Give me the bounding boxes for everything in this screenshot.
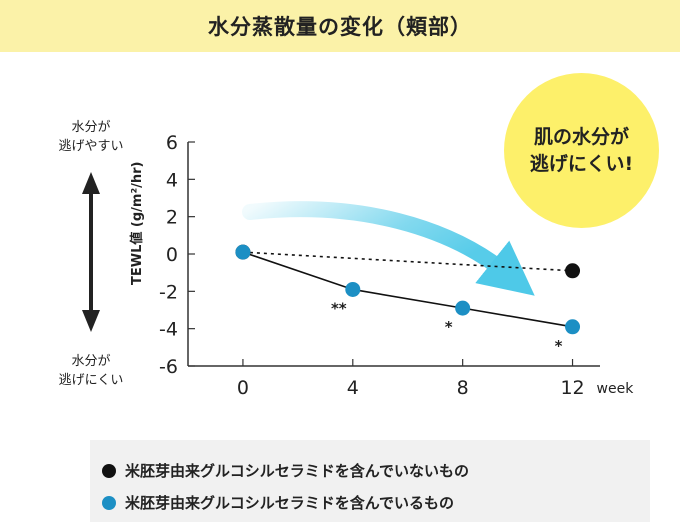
y-axis-label: TEWL値 (g/m²/hr) bbox=[129, 162, 145, 286]
title-bar: 水分蒸散量の変化（頬部） bbox=[0, 0, 680, 52]
legend-item-treated: 米胚芽由来グルコシルセラミドを含んでいるもの bbox=[102, 492, 454, 513]
significance-marker: * bbox=[555, 337, 563, 355]
data-point bbox=[565, 319, 581, 335]
x-tick-label: 8 bbox=[457, 377, 469, 399]
side-label-top: 水分が 逃げやすい bbox=[46, 118, 136, 156]
data-point bbox=[455, 300, 471, 316]
y-tick-label: -2 bbox=[159, 281, 178, 303]
data-point bbox=[565, 263, 581, 279]
y-tick-label: 0 bbox=[166, 244, 178, 266]
trend-arrow-icon bbox=[242, 201, 535, 296]
x-tick-label: 4 bbox=[347, 377, 359, 399]
legend-label-treated: 米胚芽由来グルコシルセラミドを含んでいるもの bbox=[125, 494, 454, 512]
legend-marker-treated bbox=[102, 495, 116, 510]
x-tick-label: 12 bbox=[560, 377, 584, 399]
series-line-1 bbox=[242, 251, 573, 328]
y-tick-label: 4 bbox=[166, 169, 178, 191]
side-label-top-line-1: 水分が bbox=[71, 120, 111, 135]
badge-line-1: 肌の水分が bbox=[533, 125, 629, 148]
badge-line-2: 逃げにくい! bbox=[529, 152, 634, 175]
data-point bbox=[235, 244, 251, 260]
side-label-bottom-line-2: 逃げにくい bbox=[58, 373, 124, 388]
y-tick-label: 6 bbox=[166, 132, 178, 154]
legend-marker-control bbox=[102, 463, 116, 478]
page-title: 水分蒸散量の変化（頬部） bbox=[208, 15, 472, 39]
side-label-top-line-2: 逃げやすい bbox=[58, 139, 124, 154]
legend: 米胚芽由来グルコシルセラミドを含んでいないもの 米胚芽由来グルコシルセラミドを含… bbox=[90, 440, 650, 522]
side-label-bottom: 水分が 逃げにくい bbox=[46, 352, 136, 390]
series-line-0 bbox=[242, 251, 573, 272]
legend-label-control: 米胚芽由来グルコシルセラミドを含んでいないもの bbox=[125, 462, 469, 480]
y-tick-label: 2 bbox=[166, 207, 178, 229]
arrow-up-head-icon bbox=[82, 172, 100, 194]
x-axis-unit: week bbox=[597, 381, 635, 397]
arrow-down-head-icon bbox=[82, 310, 100, 332]
side-label-bottom-line-1: 水分が bbox=[71, 354, 111, 369]
highlight-badge: 肌の水分が 逃げにくい! bbox=[504, 73, 659, 228]
significance-marker: ** bbox=[331, 299, 347, 317]
y-tick-label: -4 bbox=[159, 319, 178, 341]
significance-marker: * bbox=[445, 318, 453, 336]
data-point bbox=[345, 281, 361, 297]
y-tick-label: -6 bbox=[159, 356, 178, 378]
x-tick-label: 0 bbox=[237, 377, 249, 399]
legend-item-control: 米胚芽由来グルコシルセラミドを含んでいないもの bbox=[102, 460, 469, 481]
